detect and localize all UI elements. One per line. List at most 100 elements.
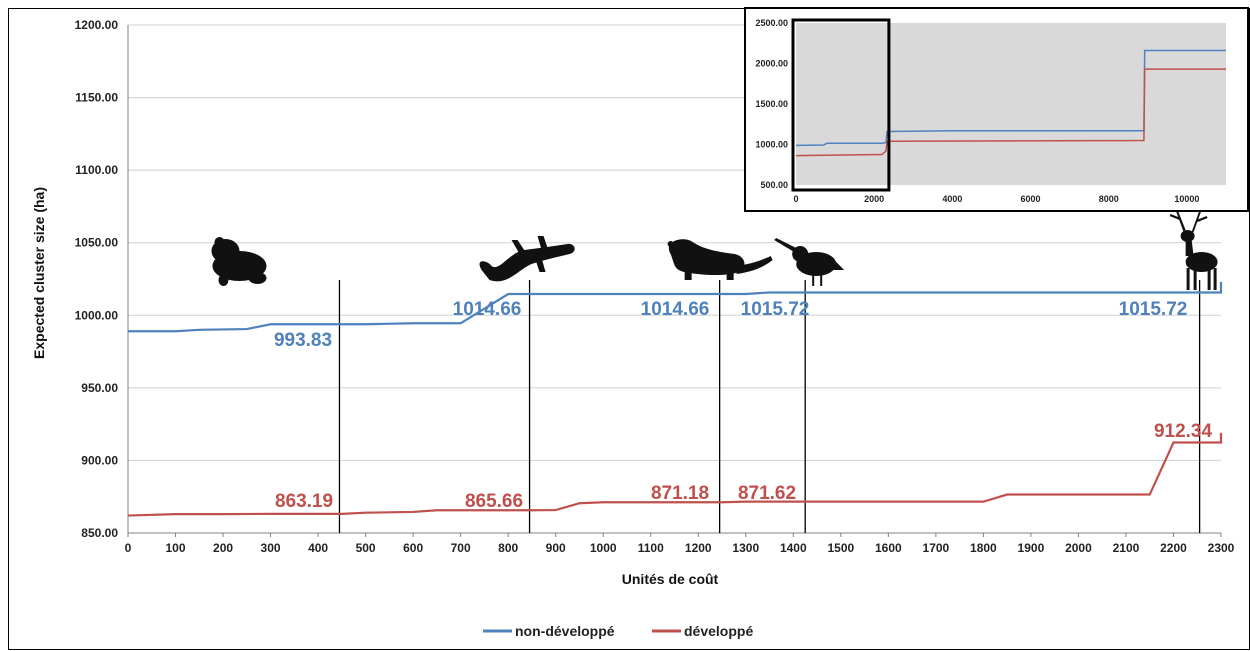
inset-y-tick-label: 1500.00: [755, 99, 788, 109]
icon-shape: [1180, 230, 1195, 242]
data-labels: 993.83 1014.66 1014.66 1015.72 1015.72 863.19…: [274, 299, 1213, 512]
data-label: 993.83: [274, 330, 332, 351]
series-line-developpe: [127, 432, 1223, 517]
icon-shape: [668, 239, 745, 275]
data-label: 863.19: [275, 491, 333, 512]
icon-shape: [1196, 216, 1208, 222]
y-tick-label: 1100.00: [75, 163, 118, 177]
icon-shape: [667, 241, 674, 247]
icon-shape: [812, 274, 815, 286]
x-axis-title: Unités de coût: [622, 571, 719, 587]
species-markers: [211, 210, 1218, 533]
y-tick-label: 1050.00: [75, 236, 119, 250]
x-tick-label: 500: [356, 541, 376, 555]
icon-shape: [511, 240, 526, 254]
icon-shape: [774, 238, 797, 252]
inset-x-tick-label: 6000: [1021, 194, 1041, 204]
data-label: 912.34: [1154, 421, 1213, 442]
icon-shape: [1213, 268, 1217, 290]
inset-x-tick-label: 4000: [942, 194, 962, 204]
x-tick-label: 200: [213, 541, 233, 555]
inset-chart: 500.00 1000.00 1500.00 2000.00 2500.00 0 2000 4…: [744, 7, 1249, 212]
icon-shape: [726, 268, 734, 280]
data-label: 1015.72: [741, 299, 810, 320]
icon-shape: [479, 243, 575, 282]
data-label: 871.18: [651, 483, 709, 504]
y-tick-label: 1000.00: [75, 308, 119, 322]
woodcock-icon: [774, 238, 845, 286]
y-tick-label: 900.00: [81, 453, 118, 467]
inset-y-tick-label: 1000.00: [755, 140, 788, 150]
icon-shape: [218, 274, 229, 286]
x-tick-label: 1300: [732, 541, 759, 555]
x-tick-label: 1000: [590, 541, 617, 555]
x-tick-label: 1900: [1018, 541, 1045, 555]
inset-x-tick-label: 8000: [1099, 194, 1119, 204]
toad-icon: [211, 237, 267, 286]
x-tick-label: 2200: [1160, 541, 1187, 555]
x-tick-label: 2000: [1065, 541, 1092, 555]
series-line-non-developpe: [128, 281, 1223, 333]
x-tick-label: 1600: [875, 541, 902, 555]
legend: non-développé développé: [483, 623, 753, 639]
icon-shape: [820, 274, 823, 286]
icon-shape: [537, 236, 548, 250]
y-tick-label: 1200.00: [75, 18, 119, 32]
x-tick-label: 300: [261, 541, 281, 555]
inset-plot-area: 500.00 1000.00 1500.00 2000.00 2500.00 0 2000 4…: [755, 18, 1226, 204]
icon-shape: [792, 246, 809, 262]
inset-x-tick-label: 2000: [864, 194, 884, 204]
x-tick-label: 2100: [1113, 541, 1140, 555]
data-label: 871.62: [738, 483, 796, 504]
inset-x-tick-label: 10000: [1174, 194, 1199, 204]
x-tick-label: 2300: [1208, 541, 1235, 555]
icon-shape: [1185, 240, 1194, 256]
inset-plot-background: [796, 23, 1226, 185]
series-lines: [127, 281, 1223, 517]
deer-icon: [1169, 210, 1218, 290]
icon-shape: [684, 268, 692, 280]
y-tick-label: 850.00: [81, 526, 118, 540]
marten-icon: [667, 239, 773, 280]
x-tick-label: 1500: [827, 541, 854, 555]
x-tick-label: 1200: [685, 541, 712, 555]
legend-label-non-developpe: non-développé: [515, 623, 615, 639]
x-tick-label: 100: [166, 541, 186, 555]
x-tick-label: 800: [498, 541, 518, 555]
salamander-icon: [479, 236, 575, 282]
icon-shape: [1169, 214, 1181, 220]
icon-shape: [214, 237, 225, 247]
inset-series-line-developpe: [795, 68, 1226, 157]
x-tick-label: 600: [403, 541, 423, 555]
y-tick-label: 1150.00: [75, 91, 118, 105]
icon-shape: [1207, 268, 1211, 290]
inset-highlight-box: [791, 18, 891, 192]
data-label: 865.66: [465, 491, 523, 512]
icon-shape: [248, 272, 267, 284]
inset-y-tick-label: 500.00: [760, 180, 788, 190]
x-tick-label: 400: [308, 541, 328, 555]
y-tick-label: 950.00: [81, 381, 118, 395]
x-tick-label: 700: [451, 541, 471, 555]
x-tick-label: 1400: [780, 541, 807, 555]
x-tick-label: 0: [125, 541, 132, 555]
data-label: 1014.66: [453, 299, 522, 320]
legend-label-developpe: développé: [684, 623, 753, 639]
axes: 850.00 900.00 950.00 1000.00 1050.00 1100.00 1…: [75, 18, 1235, 555]
x-tick-label: 1100: [638, 541, 664, 555]
x-tick-label: 900: [546, 541, 566, 555]
y-axis-title: Expected cluster size (ha): [31, 187, 47, 359]
icon-shape: [1191, 210, 1202, 232]
icon-shape: [1186, 268, 1190, 290]
icon-shape: [535, 258, 546, 272]
inset-y-tick-label: 2000.00: [755, 59, 788, 69]
data-label: 1015.72: [1119, 299, 1188, 320]
x-tick-label: 1700: [923, 541, 950, 555]
icon-shape: [1175, 210, 1186, 232]
icon-shape: [832, 258, 845, 270]
icon-shape: [1185, 252, 1218, 272]
x-tick-label: 1800: [970, 541, 997, 555]
inset-x-tick-label: 0: [793, 194, 798, 204]
